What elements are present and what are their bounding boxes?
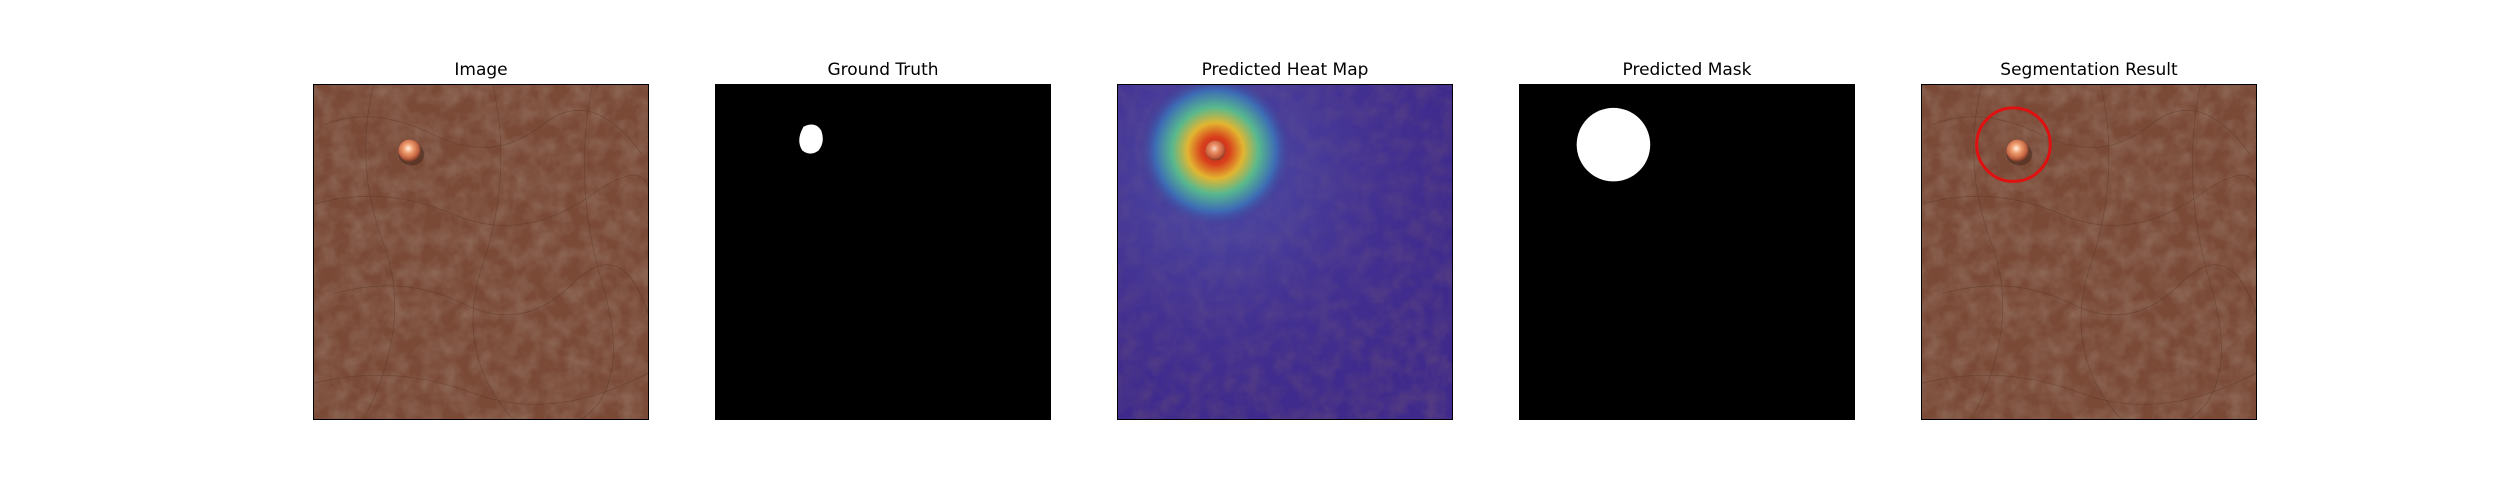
heat-map-graphic	[1118, 85, 1452, 419]
segmentation-graphic	[1922, 85, 2256, 419]
ground-truth-region	[799, 124, 823, 154]
predicted-mask-region	[1576, 107, 1651, 182]
predicted-mask	[1519, 84, 1855, 420]
image-panel: Image	[313, 60, 649, 438]
panel-title-image: Image	[454, 60, 508, 80]
defect-bump	[2006, 139, 2029, 162]
ground-truth-mask	[715, 84, 1051, 420]
segmentation-panel: Segmentation Result	[1921, 60, 2257, 438]
leather-image	[313, 84, 649, 420]
panel-title-ground-truth: Ground Truth	[827, 60, 939, 80]
defect-bump	[398, 139, 421, 162]
leather-image-graphic	[314, 85, 648, 419]
heat-map-image	[1117, 84, 1453, 420]
panel-title-mask: Predicted Mask	[1622, 60, 1752, 80]
panel-title-heat-map: Predicted Heat Map	[1201, 60, 1369, 80]
segmentation-outline	[1975, 106, 2052, 183]
ground-truth-graphic	[716, 85, 1050, 419]
segmentation-image	[1921, 84, 2257, 420]
ground-truth-panel: Ground Truth	[715, 60, 1051, 438]
heat-map-panel: Predicted Heat Map	[1117, 60, 1453, 438]
predicted-mask-graphic	[1520, 85, 1854, 419]
panel-title-segmentation: Segmentation Result	[2000, 60, 2178, 80]
mask-panel: Predicted Mask	[1519, 60, 1855, 438]
